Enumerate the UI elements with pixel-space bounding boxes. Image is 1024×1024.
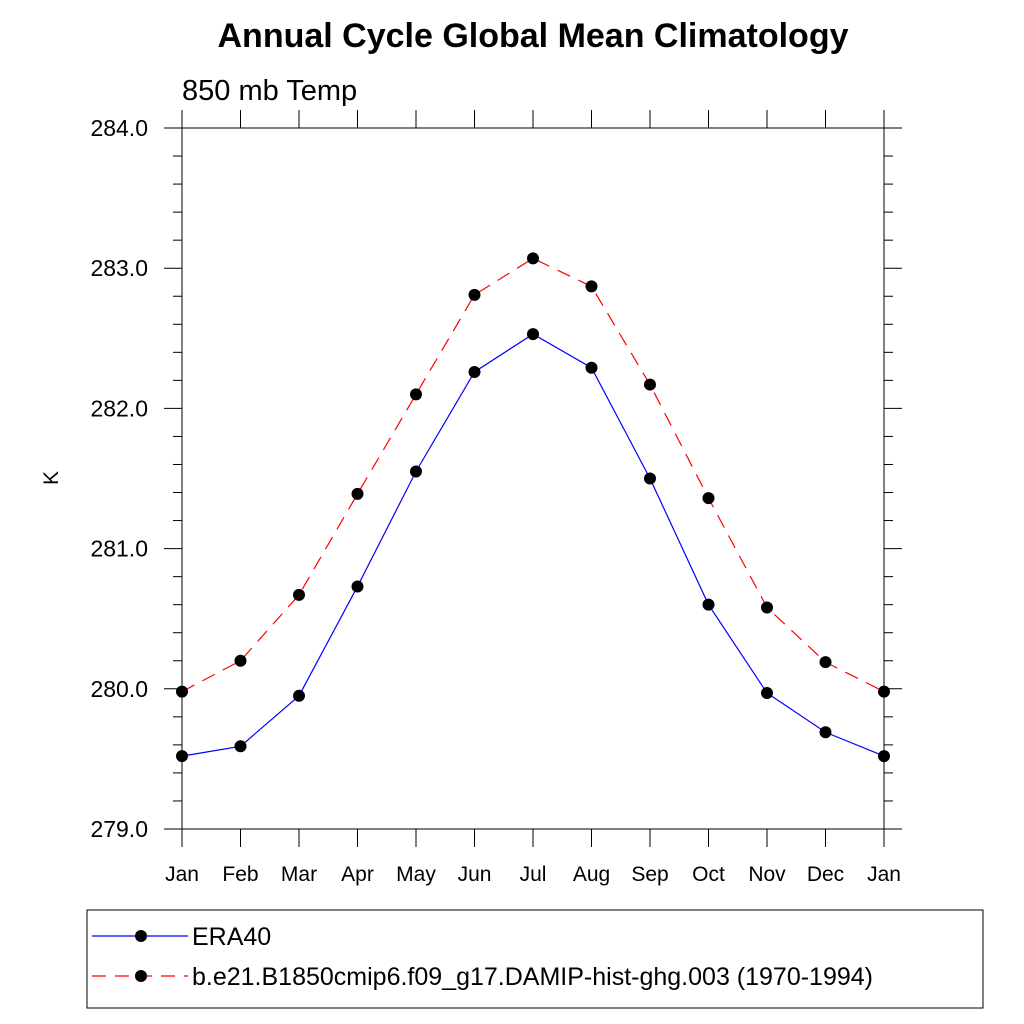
series-0-point [761, 687, 773, 700]
series-1-point [878, 685, 890, 698]
y-tick-label: 283.0 [90, 255, 148, 281]
series-1-point [761, 601, 773, 614]
series-0-point [644, 472, 656, 485]
series-0-point [527, 328, 539, 341]
legend-label-1: b.e21.B1850cmip6.f09_g17.DAMIP-hist-ghg.… [192, 963, 873, 991]
x-tick-label: Jun [458, 863, 492, 886]
series-1-point [585, 280, 598, 293]
x-axis-ticks: Jan Feb Mar Apr May Jun Jul Aug Sep Oct Nov Dec Jan [165, 110, 901, 886]
x-tick-label: Jan [867, 863, 901, 886]
series-0-point [878, 750, 890, 763]
y-axis-ticks: 279.0 280.0 281.0 282.0 283.0 284.0 [90, 115, 902, 842]
series-1-point [234, 654, 247, 667]
y-tick-label: 280.0 [90, 676, 148, 702]
series-0-point [702, 598, 715, 611]
series-0-point [819, 726, 832, 739]
y-tick-label: 279.0 [90, 816, 148, 842]
series-0-point [234, 740, 247, 753]
legend-marker-0 [135, 930, 147, 942]
y-tick-label: 284.0 [90, 115, 148, 141]
x-tick-label: Feb [222, 863, 258, 886]
y-tick-label: 281.0 [90, 536, 148, 562]
series-line-1 [181, 257, 885, 693]
series-0-point [351, 580, 364, 593]
chart-title: Annual Cycle Global Mean Climatology [218, 17, 849, 55]
series-0-point [468, 365, 481, 378]
series-0-point [410, 465, 422, 478]
chart-subtitle: 850 mb Temp [182, 75, 357, 107]
x-tick-label: May [396, 863, 436, 886]
legend: ERA40 b.e21.B1850cmip6.f09_g17.DAMIP-hist… [86, 909, 984, 1009]
plot-frame [181, 127, 885, 830]
legend-label-0: ERA40 [192, 923, 271, 951]
series-1-point [410, 388, 422, 401]
x-tick-label: Sep [631, 863, 668, 886]
series-1-point [176, 685, 188, 698]
series-1-point [527, 252, 539, 265]
x-tick-label: Dec [807, 863, 844, 886]
series-group [176, 252, 890, 763]
legend-marker-1 [135, 970, 147, 982]
x-tick-label: Jan [165, 863, 199, 886]
x-tick-label: Apr [341, 863, 374, 886]
series-1-point [702, 492, 715, 505]
series-0-point [293, 689, 305, 702]
y-axis-label: K [40, 471, 63, 485]
x-tick-label: Nov [748, 863, 786, 886]
series-1-point [468, 288, 481, 301]
series-1-point [644, 378, 656, 391]
series-1-point [351, 487, 364, 500]
x-tick-label: Jul [520, 863, 547, 886]
x-tick-label: Aug [573, 863, 610, 886]
series-1-point [819, 656, 832, 669]
y-tick-label: 282.0 [90, 395, 148, 421]
series-line-0 [181, 333, 885, 757]
legend-box [86, 909, 984, 1009]
x-tick-label: Oct [692, 863, 725, 886]
series-1-point [293, 588, 305, 601]
x-tick-label: Mar [281, 863, 317, 886]
series-0-point [585, 361, 598, 374]
series-0-point [176, 750, 188, 763]
